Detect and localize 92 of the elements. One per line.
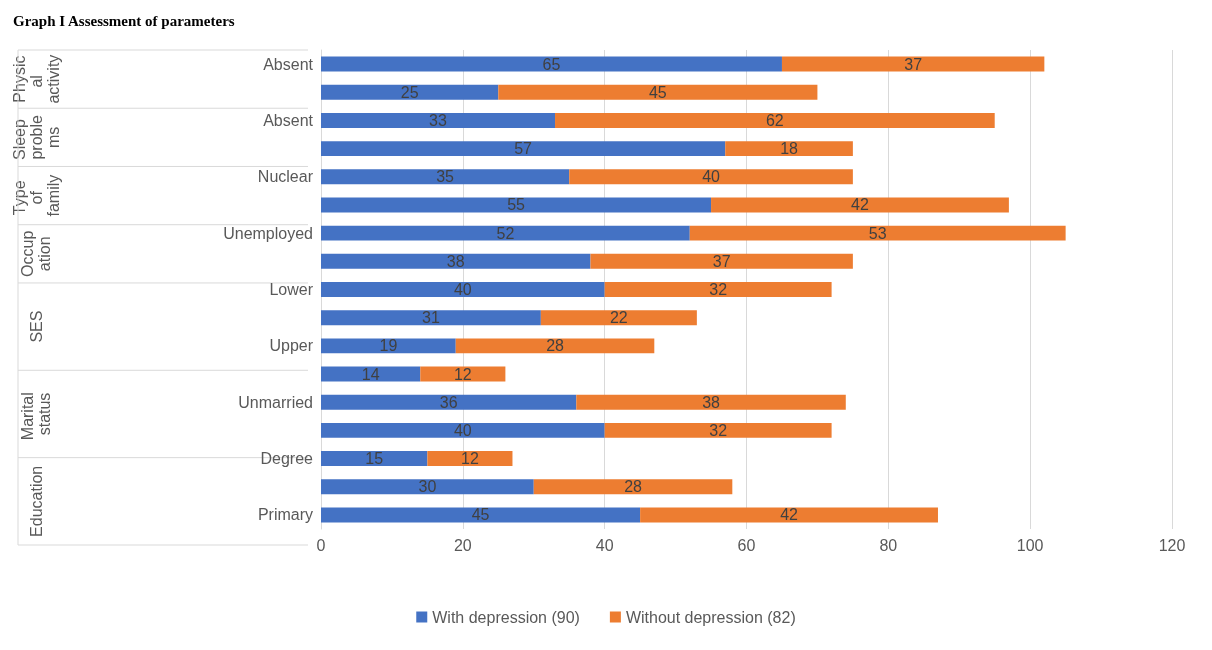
data-label: 32: [709, 281, 728, 298]
bar: [540, 310, 697, 326]
bar: [604, 282, 832, 297]
bar: [498, 84, 818, 100]
y-tick-label: Unemployed: [223, 224, 313, 242]
data-label: 28: [624, 478, 643, 496]
bar: [321, 169, 570, 185]
bar: [321, 310, 541, 326]
y-tick-label: Absent: [263, 111, 314, 129]
bar: [533, 479, 733, 495]
data-label: 31: [422, 309, 440, 327]
data-label: 14: [361, 365, 380, 383]
bar: [321, 112, 556, 128]
x-tick-label: 20: [453, 536, 472, 554]
bar: [321, 479, 534, 495]
legend-label: With depression (90): [432, 608, 580, 626]
bar: [604, 422, 832, 438]
bar: [321, 197, 712, 213]
data-label: 22: [609, 309, 628, 327]
data-label: 40: [453, 281, 472, 298]
x-tick-label: 60: [737, 536, 756, 554]
data-label: 37: [712, 252, 731, 270]
data-label: 25: [400, 83, 419, 101]
data-label: 42: [851, 196, 869, 214]
bar: [321, 84, 499, 100]
data-label: 62: [765, 111, 784, 129]
data-label: 32: [709, 421, 728, 439]
data-label: 42: [780, 506, 799, 524]
data-label: 38: [446, 252, 465, 270]
data-label: 12: [453, 365, 472, 383]
bar: [321, 422, 605, 438]
bar: [321, 141, 726, 157]
bar: [555, 112, 995, 128]
bar: [689, 225, 1066, 241]
data-label: 65: [542, 55, 561, 73]
x-tick-label: 120: [1158, 536, 1186, 554]
bar: [427, 451, 513, 467]
text: SES: [27, 310, 45, 343]
bar: [321, 225, 690, 241]
bar: [640, 507, 938, 523]
text: Type of family: [10, 174, 62, 217]
y-tick-label: Degree: [260, 450, 314, 468]
text: Physical activity: [10, 54, 62, 104]
bar: [725, 141, 853, 157]
y-tick-label: Upper: [269, 337, 314, 355]
bar: [321, 451, 428, 467]
data-label: 15: [365, 450, 384, 468]
text: Sleep problems: [10, 114, 62, 161]
data-label: 40: [453, 421, 472, 439]
y-tick-label: Lower: [269, 281, 314, 298]
data-label: 38: [702, 393, 721, 411]
x-tick-label: 80: [879, 536, 898, 554]
data-label: 52: [496, 224, 515, 242]
data-label: 55: [507, 196, 526, 214]
x-tick-label: 0: [316, 536, 326, 554]
text: Occupation: [19, 230, 53, 277]
y-tick-label: Nuclear: [257, 168, 314, 186]
text: Marital status: [19, 387, 53, 441]
bar: [576, 394, 846, 410]
y-tick-label: Primary: [257, 506, 313, 524]
data-label: 45: [471, 506, 490, 524]
data-label: 33: [429, 111, 448, 129]
bar: [711, 197, 1009, 213]
bar: [455, 338, 655, 354]
data-label: 37: [904, 55, 923, 73]
data-label: 35: [436, 168, 455, 186]
data-label: 18: [780, 140, 799, 158]
bar: [321, 253, 591, 269]
bar: [321, 56, 782, 72]
data-label: 36: [439, 393, 458, 411]
legend-label: Without depression (82): [625, 608, 796, 626]
bar: [781, 56, 1045, 72]
bar: [590, 253, 853, 269]
text: Graph I Assessment of parameters: [13, 12, 235, 29]
y-tick-label: Unmarried: [238, 393, 313, 411]
bar: [321, 394, 577, 410]
data-label: 40: [702, 168, 721, 186]
data-label: 57: [514, 140, 533, 158]
bar: [321, 282, 605, 297]
data-label: 53: [868, 224, 887, 242]
data-label: 28: [546, 337, 565, 355]
x-tick-label: 100: [1016, 536, 1044, 554]
x-tick-label: 40: [595, 536, 614, 554]
data-label: 30: [418, 478, 437, 496]
bar: [321, 507, 641, 523]
text: Education: [27, 465, 45, 537]
data-label: 12: [461, 450, 479, 468]
bar: [569, 169, 853, 185]
y-tick-label: Absent: [263, 55, 314, 73]
bar: [321, 338, 456, 354]
data-label: 19: [379, 337, 398, 355]
data-label: 45: [648, 83, 667, 101]
